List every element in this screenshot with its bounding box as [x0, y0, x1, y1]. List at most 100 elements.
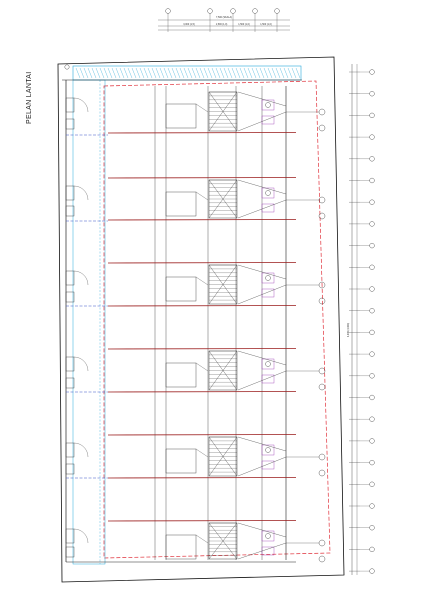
bath-fixture: [261, 272, 275, 284]
canal-hatch: [211, 67, 217, 79]
front-door: [65, 185, 75, 201]
right-grid-bubble: [369, 156, 375, 162]
septic-tank-icon: [318, 196, 326, 204]
canal-hatch: [155, 67, 161, 79]
canal-hatch: [87, 67, 93, 79]
bath-fixture: [261, 99, 275, 111]
canal-hatch: [191, 67, 197, 79]
top-dim-segment: 1,500 (1,0): [238, 23, 250, 26]
canal-hatch: [107, 67, 113, 79]
septic-tank-icon: [318, 383, 326, 391]
canal-hatch: [103, 67, 109, 79]
right-grid-bubble: [369, 177, 375, 184]
front-window: [65, 463, 75, 475]
canal-hatch: [219, 67, 225, 79]
right-grid-bubble: [369, 264, 375, 270]
right-grid-bubble: [369, 481, 375, 487]
right-grid-bubble: [369, 91, 375, 97]
canal-hatch: [99, 67, 105, 79]
right-grid-bubble: [369, 416, 375, 422]
right-grid-bubble: [369, 329, 375, 336]
right-grid-bubble: [369, 286, 375, 292]
basin-fixture: [261, 374, 275, 384]
septic-tank-icon: [318, 212, 326, 220]
right-grid-bubble: [369, 503, 375, 509]
door-swing: [195, 448, 209, 458]
front-door: [65, 356, 75, 372]
beam-line: [107, 305, 297, 307]
door-swing: [195, 103, 209, 113]
door-swing: [195, 362, 209, 372]
wc-icon: [265, 190, 271, 196]
beam-line: [107, 434, 297, 436]
beam-line: [107, 132, 297, 134]
beam-line: [107, 477, 297, 479]
beam-line: [107, 348, 297, 350]
septic-tank-icon: [318, 124, 326, 132]
stair-diagonal: [208, 522, 238, 560]
septic-tank-icon: [318, 108, 326, 116]
canal-hatch: [179, 67, 185, 79]
ramp-line: [237, 456, 287, 477]
right-grid-bubble: [369, 69, 375, 75]
canal-hatch: [255, 67, 261, 79]
basin-fixture: [261, 203, 275, 213]
kitchen-block: [165, 276, 197, 302]
beam-line: [107, 520, 297, 522]
kitchen-block: [165, 448, 197, 474]
canal-hatch: [207, 67, 213, 79]
bath-fixture: [261, 444, 275, 456]
canal-hatch: [143, 67, 149, 79]
door-swing-front: [73, 270, 89, 286]
front-window: [65, 118, 75, 130]
canal-hatch: [111, 67, 117, 79]
canal-hatch: [199, 67, 205, 79]
right-grid-bubble: [369, 546, 375, 553]
right-grid-bubble: [369, 112, 375, 119]
canal-hatch: [203, 67, 209, 79]
canal-hatch: [267, 67, 273, 79]
canal-hatch: [95, 67, 101, 79]
right-grid-bubble: [369, 460, 375, 466]
door-swing: [195, 191, 209, 201]
septic-tank-icon: [318, 453, 326, 461]
top-dim-segment: 3,000 (1,5): [183, 23, 195, 26]
stair-diagonal: [208, 264, 238, 305]
front-window: [65, 546, 75, 558]
wc-icon: [265, 447, 271, 453]
kitchen-block: [165, 191, 197, 217]
canal-hatch: [123, 67, 129, 79]
right-grid-bubble: [369, 525, 375, 531]
canal-hatch: [171, 67, 177, 79]
front-door: [65, 97, 75, 113]
ramp-line: [237, 199, 287, 219]
canal-strip: [72, 65, 302, 81]
right-grid-bubble: [369, 134, 375, 140]
canal-hatch: [215, 67, 221, 79]
beam-line: [107, 262, 297, 264]
site-boundary: [57, 56, 345, 583]
front-door: [65, 442, 75, 458]
top-dim-segment: 1,500 (1,0): [216, 23, 228, 26]
front-window: [65, 291, 75, 303]
canal-hatch: [279, 67, 285, 79]
canal-hatch: [243, 67, 249, 79]
septic-tank-icon: [318, 555, 326, 563]
canal-hatch: [91, 67, 97, 79]
canal-hatch: [79, 67, 85, 79]
setback-line: [103, 80, 331, 559]
wc-icon: [265, 275, 271, 281]
door-swing: [195, 534, 209, 544]
septic-tank-icon: [318, 539, 326, 547]
canal-hatch: [131, 67, 137, 79]
front-window: [65, 377, 75, 389]
right-grid-bubble: [369, 199, 375, 205]
plan-title: PELAN LANTAI: [26, 71, 33, 125]
ramp-line: [237, 264, 287, 280]
ramp-line: [237, 111, 287, 132]
right-grid-bubble: [369, 351, 375, 357]
door-swing-front: [73, 528, 89, 544]
ramp-line: [237, 284, 287, 305]
canal-hatch: [271, 67, 277, 79]
canal-hatch: [235, 67, 241, 79]
